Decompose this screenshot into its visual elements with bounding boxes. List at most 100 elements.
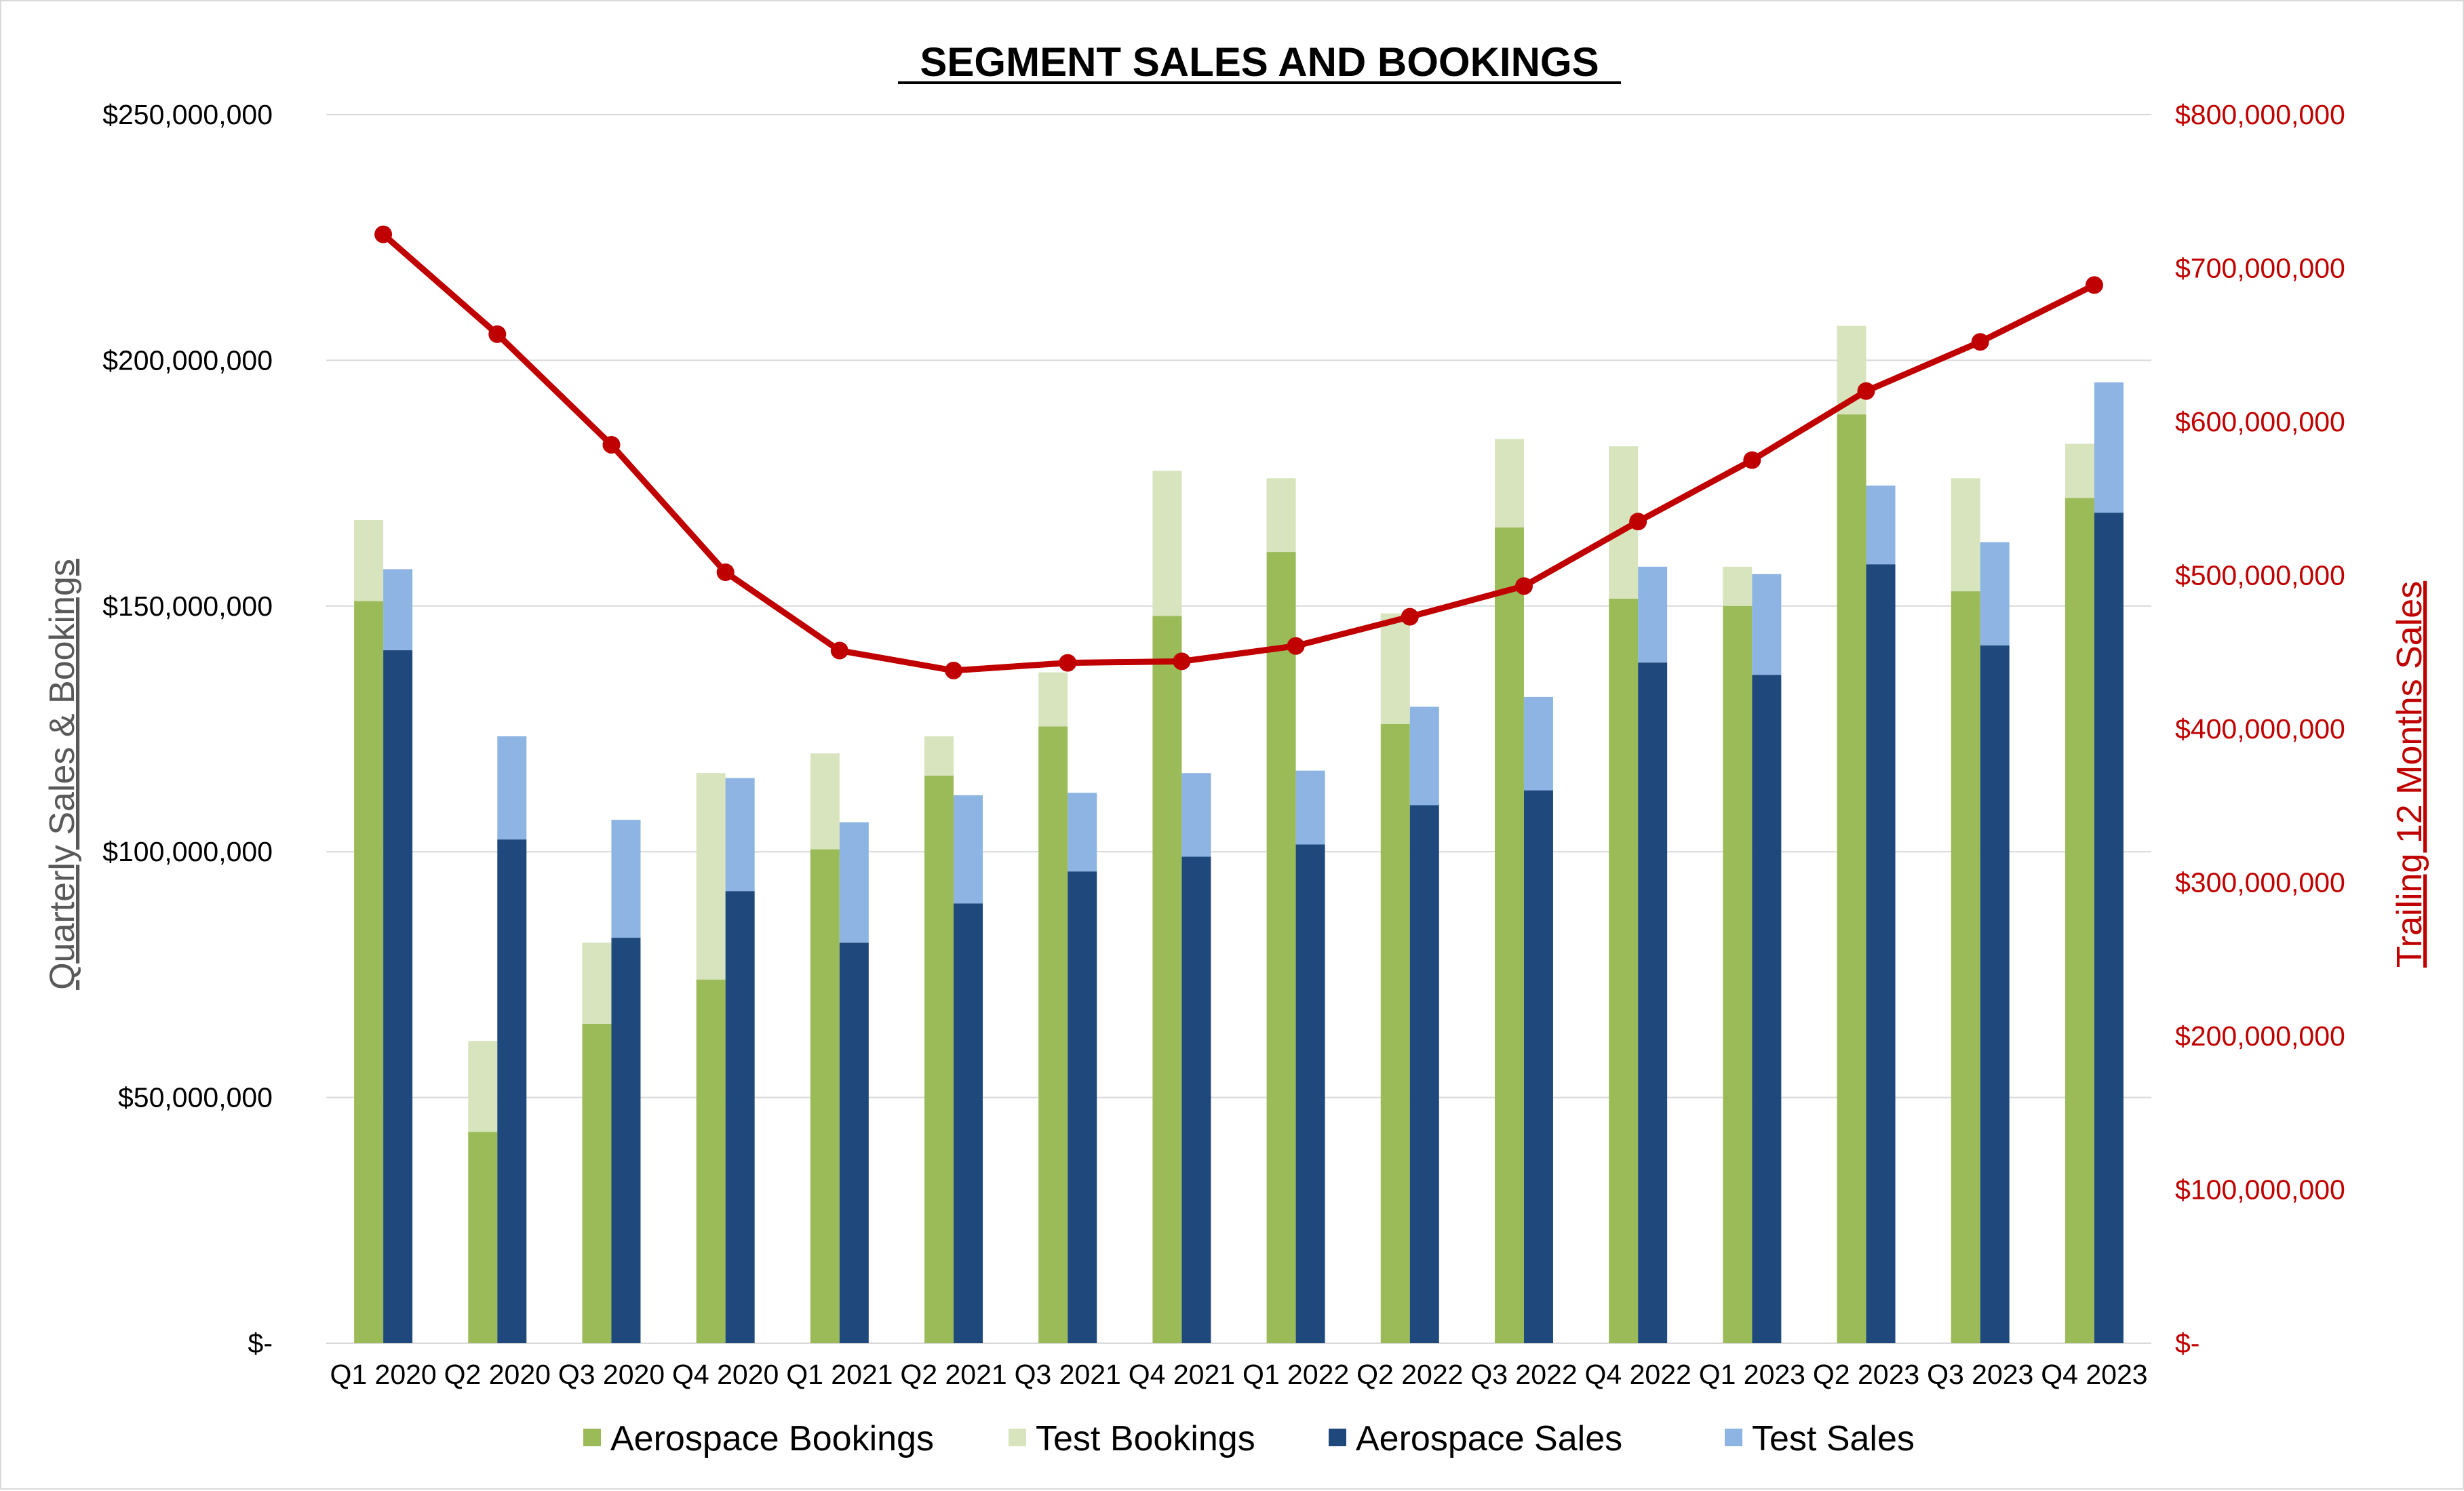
right-axis-title: Trailing 12 Months Sales (2390, 581, 2429, 968)
x-axis-tick-label: Q2 2022 (1356, 1359, 1463, 1390)
left-axis-tick-label: $100,000,000 (102, 836, 273, 867)
bar-aerospace-sales (611, 938, 641, 1343)
bar-test-sales (1866, 485, 1896, 565)
left-axis-tick-label: $- (248, 1328, 273, 1359)
bar-aerospace-bookings (1266, 552, 1296, 1343)
bar-aerospace-bookings (1951, 591, 1980, 1343)
right-axis-tick-label: $- (2175, 1328, 2199, 1359)
bar-test-bookings (1038, 672, 1068, 727)
bar-aerospace-sales (1866, 564, 1896, 1343)
right-axis-tick-label: $200,000,000 (2175, 1020, 2345, 1052)
bar-test-sales (1295, 770, 1325, 845)
bar-aerospace-bookings (1723, 605, 1753, 1343)
bar-test-sales (954, 795, 983, 904)
trailing-sales-point (945, 661, 963, 679)
trailing-sales-point (1743, 451, 1761, 469)
x-axis-tick-label: Q1 2021 (786, 1359, 893, 1390)
bar-aerospace-sales (954, 903, 983, 1343)
bar-test-sales (497, 736, 527, 840)
trailing-sales-point (1514, 577, 1533, 595)
bar-aerospace-sales (2094, 513, 2124, 1343)
right-axis-tick-label: $700,000,000 (2175, 253, 2345, 284)
bar-aerospace-bookings (1380, 723, 1410, 1343)
bar-test-sales (1980, 542, 2010, 645)
right-axis-ticks: $- $100,000,000 $200,000,000 $300,000,000 $4… (2175, 99, 2345, 1359)
bar-aerospace-sales (1523, 790, 1553, 1343)
bar-aerospace-sales (497, 839, 527, 1343)
trailing-sales-point (2085, 276, 2103, 294)
trailing-sales-point (716, 563, 735, 581)
trailing-sales-point (1629, 513, 1647, 531)
bar-aerospace-sales (725, 891, 755, 1343)
bar-test-sales (1638, 566, 1668, 663)
left-axis-tick-label: $250,000,000 (102, 99, 273, 130)
bar-test-bookings (1951, 478, 1980, 592)
legend-label: Aerospace Sales (1356, 1419, 1622, 1458)
legend: Aerospace Bookings Test Bookings Aerospace… (583, 1419, 1915, 1458)
bar-test-sales (725, 778, 755, 892)
bar-aerospace-sales (1409, 805, 1439, 1343)
bars (354, 325, 2124, 1344)
bar-test-bookings (810, 753, 840, 850)
x-axis-tick-label: Q1 2022 (1243, 1359, 1349, 1390)
bar-test-bookings (1266, 478, 1296, 553)
x-axis-tick-label: Q2 2023 (1813, 1359, 1919, 1390)
bar-aerospace-sales (1752, 675, 1782, 1343)
trailing-sales-point (1173, 652, 1191, 671)
bar-aerospace-bookings (582, 1023, 612, 1343)
bar-aerospace-sales (1181, 856, 1211, 1343)
right-axis-tick-label: $400,000,000 (2175, 713, 2345, 744)
bar-test-sales (611, 820, 641, 938)
bar-test-bookings (468, 1041, 498, 1132)
bar-test-sales (1409, 707, 1439, 806)
bar-aerospace-bookings (696, 979, 726, 1343)
bar-aerospace-sales (1068, 871, 1097, 1343)
x-axis-tick-label: Q4 2022 (1585, 1359, 1691, 1390)
left-axis-ticks: $- $50,000,000 $100,000,000 $150,000,000 $20… (102, 99, 273, 1359)
chart-title: SEGMENT SALES AND BOOKINGS (920, 39, 1599, 85)
legend-swatch (1329, 1429, 1346, 1446)
x-axis-tick-label: Q1 2020 (330, 1359, 436, 1390)
legend-swatch (1725, 1429, 1742, 1446)
bar-aerospace-bookings (2065, 498, 2094, 1343)
bar-aerospace-bookings (1837, 414, 1866, 1344)
bar-aerospace-sales (839, 942, 869, 1343)
bar-test-bookings (1152, 471, 1182, 616)
x-axis-tick-label: Q3 2023 (1927, 1359, 2033, 1390)
trailing-sales-point (830, 641, 848, 660)
bar-test-bookings (924, 736, 954, 776)
bar-test-bookings (696, 773, 726, 980)
trailing-sales-point (1857, 382, 1875, 400)
bar-test-bookings (1380, 613, 1410, 724)
trailing-sales-point (1401, 608, 1419, 626)
bar-aerospace-bookings (1152, 616, 1182, 1343)
bar-test-bookings (1494, 439, 1524, 528)
bar-aerospace-sales (383, 650, 413, 1343)
bar-test-bookings (1723, 566, 1753, 606)
legend-swatch (583, 1429, 601, 1446)
right-axis-tick-label: $300,000,000 (2175, 867, 2345, 898)
bar-test-sales (1523, 696, 1553, 791)
right-axis-tick-label: $500,000,000 (2175, 560, 2345, 591)
bar-test-sales (2094, 382, 2124, 513)
left-axis-tick-label: $150,000,000 (102, 591, 273, 622)
x-axis-tick-label: Q4 2020 (672, 1359, 779, 1390)
bar-aerospace-bookings (1494, 527, 1524, 1343)
bar-aerospace-sales (1295, 844, 1325, 1343)
bar-aerospace-sales (1638, 662, 1668, 1343)
trailing-sales-line (374, 225, 2103, 679)
right-axis-tick-label: $600,000,000 (2175, 406, 2345, 437)
trailing-sales-point (374, 225, 393, 243)
bar-test-bookings (582, 942, 612, 1024)
trailing-sales-point (1971, 333, 1989, 351)
right-axis-tick-label: $800,000,000 (2175, 99, 2345, 130)
left-axis-tick-label: $200,000,000 (102, 344, 273, 376)
bar-test-sales (383, 569, 413, 651)
bar-aerospace-bookings (1038, 726, 1068, 1343)
legend-label: Test Bookings (1036, 1419, 1255, 1458)
bar-test-bookings (2065, 443, 2094, 498)
x-axis-tick-label: Q2 2020 (444, 1359, 551, 1390)
trailing-sales-point (1059, 654, 1077, 672)
bar-aerospace-sales (1980, 645, 2010, 1344)
